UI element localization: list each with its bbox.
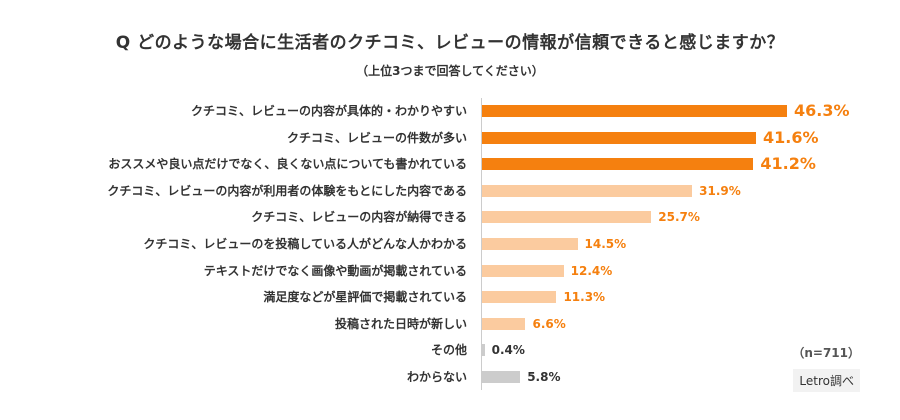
- chart-title: Q どのような場合に生活者のクチコミ、レビューの情報が信頼できると感じますか？: [115, 33, 785, 53]
- bar: [482, 317, 526, 330]
- category-label: クチコミ、レビューのを投稿している人がどんな人かわかる: [143, 237, 467, 251]
- bar: [482, 344, 485, 357]
- bar: [482, 238, 578, 250]
- category-label: クチコミ、レビューの内容が納得できる: [251, 210, 467, 225]
- category-label: テキストだけでなく画像や動画が掲載されている: [203, 263, 467, 278]
- chart-subtitle: （上位3つまで回答してください）: [356, 64, 544, 78]
- value-label: 0.4%: [491, 343, 525, 358]
- value-label: 41.6%: [763, 127, 819, 147]
- category-label: その他: [430, 343, 467, 358]
- value-label: 25.7%: [658, 210, 700, 225]
- category-label: クチコミ、レビューの内容が具体的・わかりやすい: [190, 104, 467, 118]
- value-label: 11.3%: [563, 290, 606, 305]
- bar: [482, 184, 693, 197]
- bar: [482, 131, 757, 144]
- category-label: クチコミ、レビューの内容が利用者の体験をもとにした内容である: [107, 183, 467, 198]
- category-label: 投稿された日時が新しい: [334, 316, 467, 331]
- category-label: わからない: [406, 370, 467, 384]
- category-label: おススメや良い点だけでなく、良くない点についても書かれている: [108, 157, 467, 172]
- value-label: 5.8%: [527, 370, 561, 384]
- value-label: 41.2%: [760, 154, 816, 174]
- value-label: 31.9%: [699, 183, 741, 198]
- bar: [482, 291, 557, 304]
- value-label: 6.6%: [532, 316, 566, 331]
- bar: [482, 158, 754, 171]
- category-label: クチコミ、レビューの件数が多い: [286, 130, 467, 145]
- value-label: 14.5%: [584, 237, 627, 251]
- source-credit: Letro調べ: [793, 369, 860, 392]
- value-label: 46.3%: [794, 101, 850, 120]
- bar: [482, 264, 564, 277]
- y-axis-line: [481, 98, 482, 390]
- bar: [482, 105, 787, 117]
- value-label: 12.4%: [570, 263, 613, 278]
- category-label: 満足度などが星評価で掲載されている: [263, 290, 467, 305]
- bar: [482, 371, 521, 383]
- bar: [482, 211, 652, 224]
- sample-size-note: （n=711）: [792, 346, 860, 360]
